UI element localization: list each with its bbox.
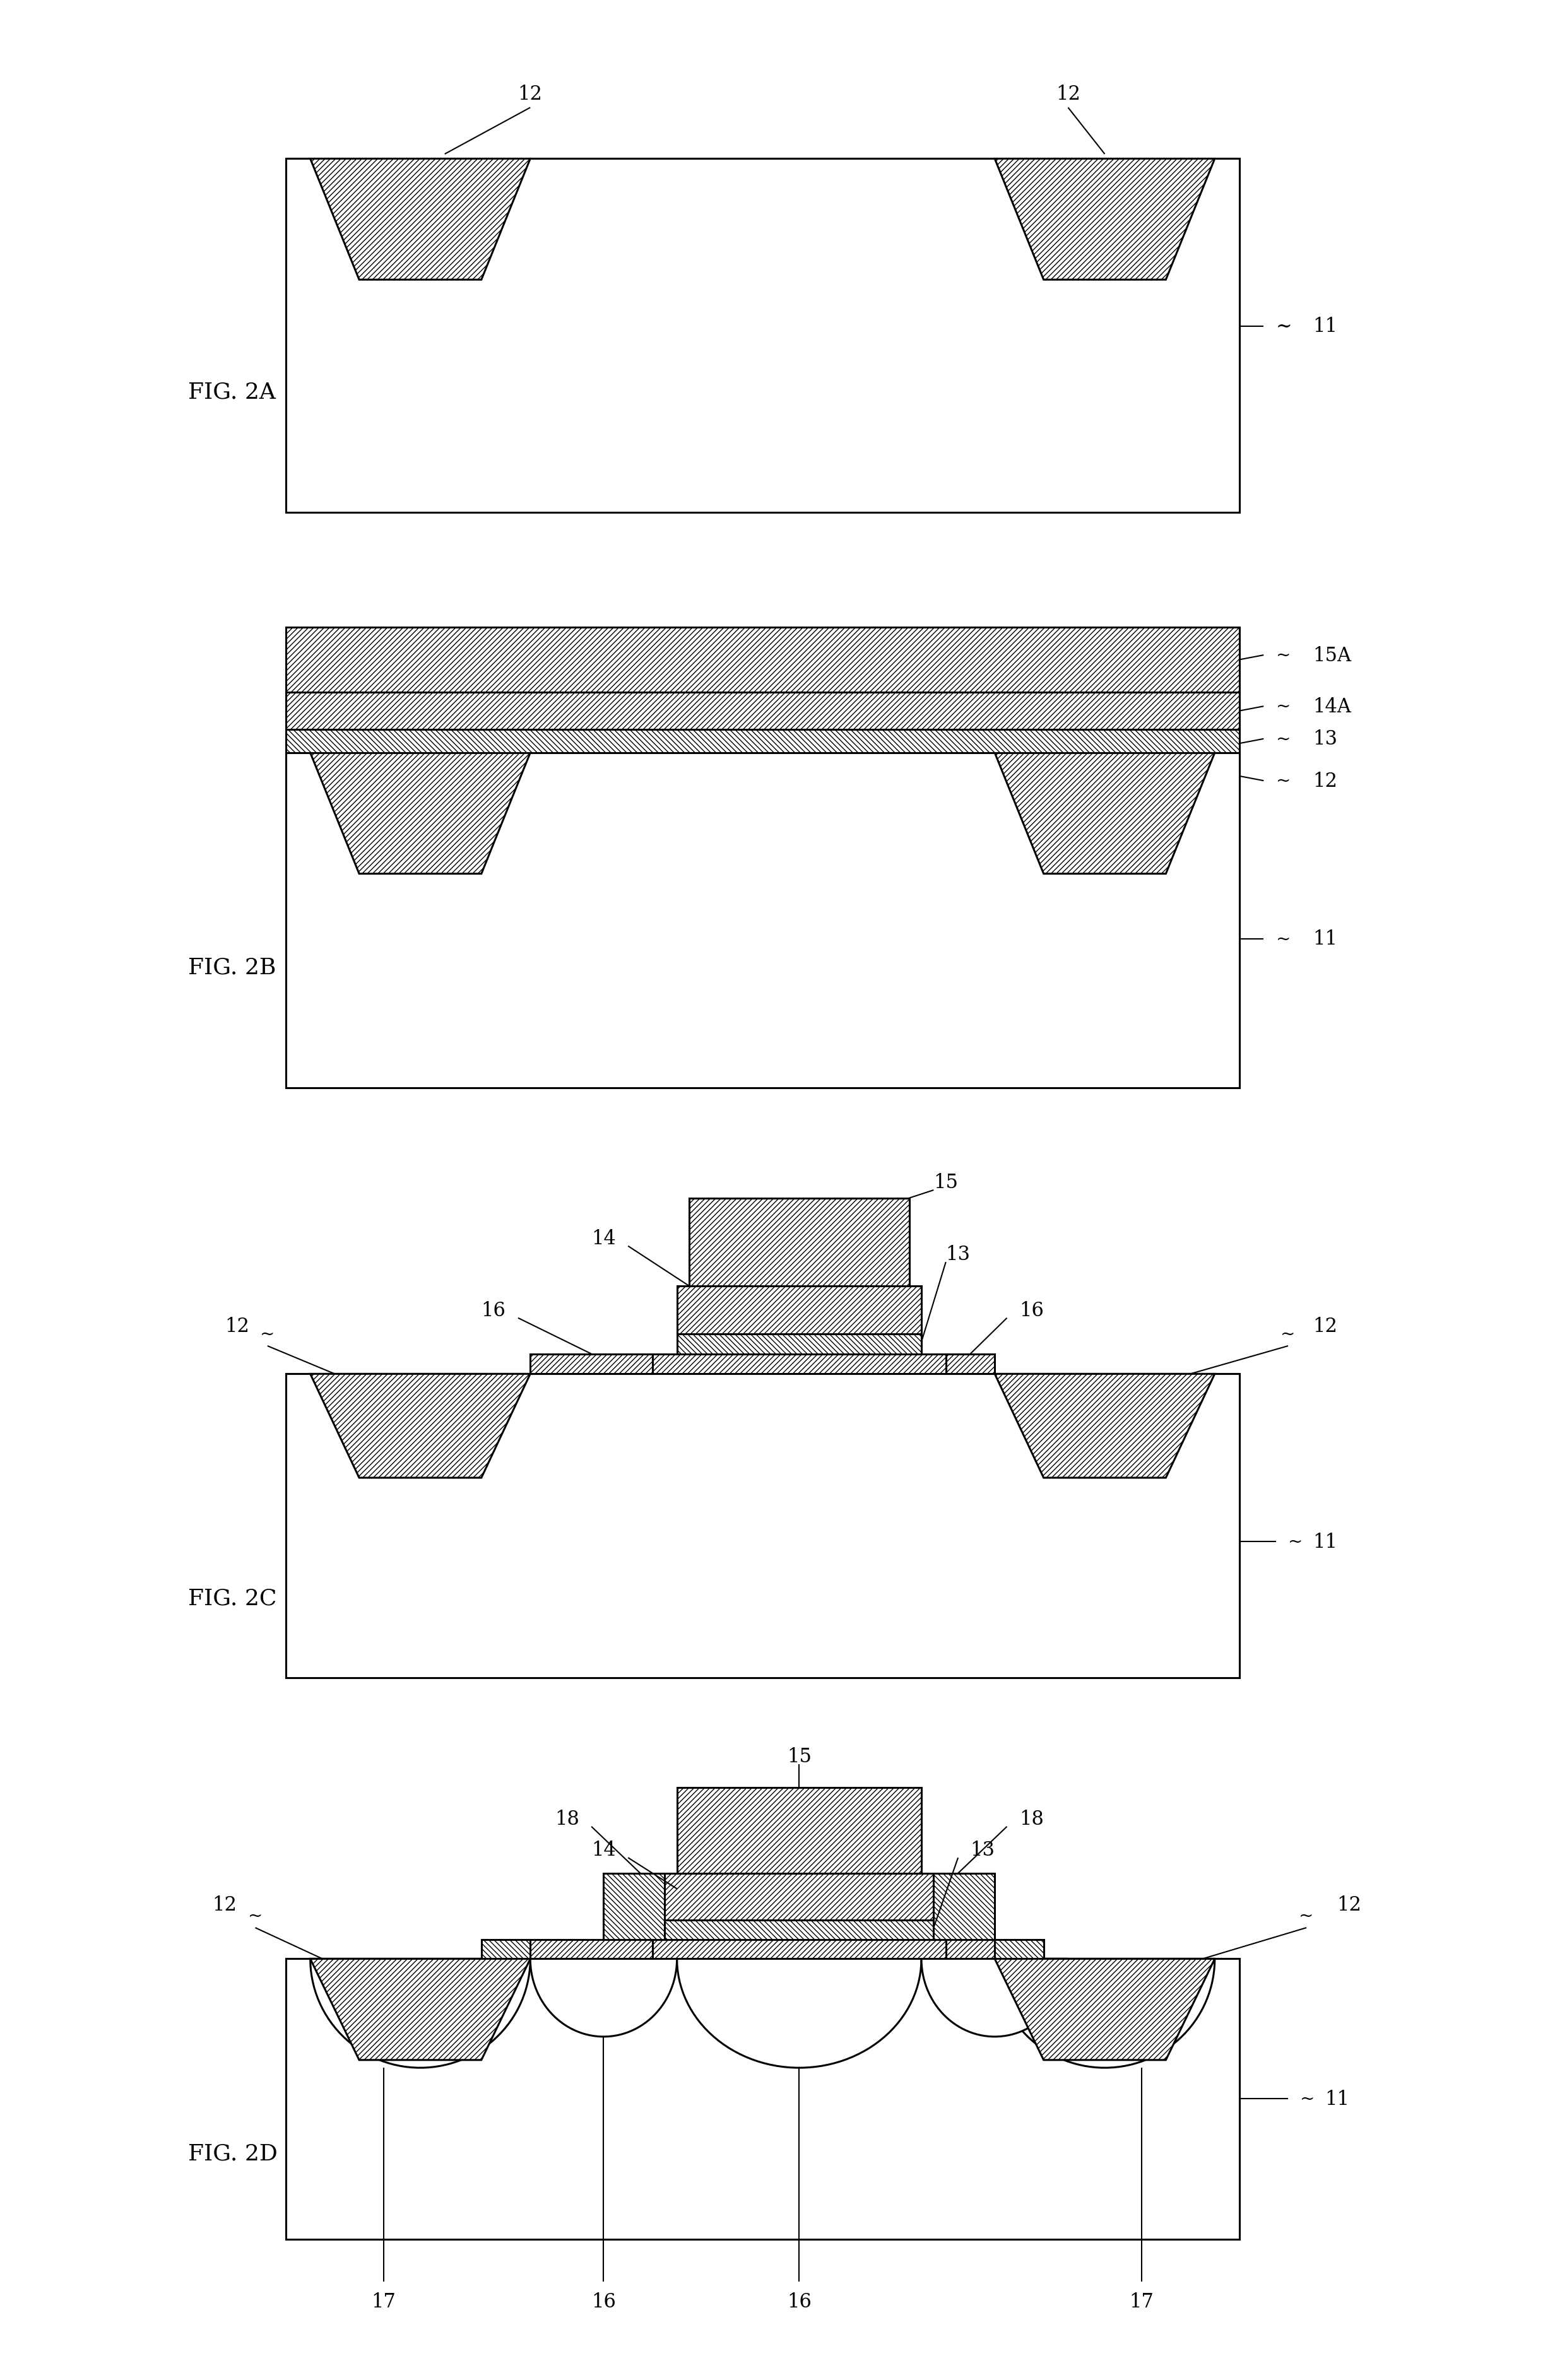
Text: 12: 12 bbox=[224, 1316, 249, 1335]
Text: ~: ~ bbox=[1280, 1326, 1296, 1342]
Text: 12: 12 bbox=[1056, 83, 1080, 105]
Polygon shape bbox=[995, 1959, 1214, 2068]
Text: ~: ~ bbox=[1276, 317, 1291, 336]
Bar bbox=[285, 628, 1239, 693]
Text: 14: 14 bbox=[591, 1840, 616, 1859]
Polygon shape bbox=[995, 752, 1214, 873]
Text: 15: 15 bbox=[934, 1173, 959, 1192]
Polygon shape bbox=[995, 1959, 1214, 2061]
Text: 15A: 15A bbox=[1313, 645, 1351, 666]
Polygon shape bbox=[995, 1940, 1044, 1959]
Text: ~: ~ bbox=[1276, 697, 1291, 714]
Text: 16: 16 bbox=[1019, 1299, 1044, 1321]
Bar bbox=[285, 159, 1239, 512]
Bar bbox=[285, 752, 1239, 1088]
Text: ~: ~ bbox=[260, 1326, 274, 1342]
Polygon shape bbox=[946, 1940, 995, 1959]
Polygon shape bbox=[677, 1285, 921, 1335]
Polygon shape bbox=[310, 1959, 530, 2061]
Text: 12: 12 bbox=[519, 83, 542, 105]
Text: 11: 11 bbox=[1324, 2090, 1349, 2109]
Bar bbox=[285, 731, 1239, 752]
Polygon shape bbox=[310, 1959, 530, 2068]
Polygon shape bbox=[677, 1959, 921, 2068]
Text: 18: 18 bbox=[1019, 1809, 1044, 1828]
Text: 16: 16 bbox=[481, 1299, 506, 1321]
Text: ~: ~ bbox=[1276, 731, 1291, 747]
Polygon shape bbox=[921, 1959, 1069, 2037]
Text: 18: 18 bbox=[555, 1809, 580, 1828]
Polygon shape bbox=[995, 159, 1214, 281]
Polygon shape bbox=[664, 1873, 934, 1921]
Text: ~: ~ bbox=[1301, 2090, 1315, 2109]
Text: 13: 13 bbox=[1313, 728, 1337, 750]
Text: 14A: 14A bbox=[1313, 697, 1351, 716]
Text: 12: 12 bbox=[1313, 1316, 1337, 1335]
Text: 12: 12 bbox=[1337, 1894, 1362, 1914]
Polygon shape bbox=[689, 1200, 909, 1285]
Text: 16: 16 bbox=[787, 2292, 812, 2311]
Polygon shape bbox=[481, 1940, 530, 1959]
Polygon shape bbox=[603, 1873, 664, 1940]
Text: 12: 12 bbox=[212, 1894, 237, 1914]
Text: 11: 11 bbox=[1313, 317, 1337, 336]
Bar bbox=[285, 1373, 1239, 1678]
Polygon shape bbox=[310, 1373, 530, 1478]
Text: 16: 16 bbox=[591, 2292, 616, 2311]
Polygon shape bbox=[677, 1335, 921, 1354]
Polygon shape bbox=[664, 1921, 934, 1940]
Text: ~: ~ bbox=[1276, 774, 1291, 790]
Text: FIG. 2D: FIG. 2D bbox=[188, 2142, 277, 2163]
Polygon shape bbox=[530, 1940, 652, 1959]
Polygon shape bbox=[934, 1873, 995, 1940]
Text: 17: 17 bbox=[371, 2292, 396, 2311]
Text: ~: ~ bbox=[1288, 1533, 1302, 1549]
Text: FIG. 2B: FIG. 2B bbox=[188, 957, 276, 978]
Text: FIG. 2C: FIG. 2C bbox=[188, 1587, 277, 1609]
Polygon shape bbox=[677, 1787, 921, 1873]
Text: ~: ~ bbox=[1276, 647, 1291, 664]
Text: 17: 17 bbox=[1130, 2292, 1153, 2311]
Bar bbox=[285, 1959, 1239, 2240]
Polygon shape bbox=[310, 159, 530, 281]
Text: 11: 11 bbox=[1313, 1533, 1337, 1552]
Bar bbox=[285, 693, 1239, 731]
Text: ~: ~ bbox=[248, 1909, 263, 1925]
Text: 13: 13 bbox=[946, 1245, 970, 1264]
Polygon shape bbox=[946, 1354, 995, 1373]
Text: 14: 14 bbox=[591, 1228, 616, 1247]
Polygon shape bbox=[995, 1373, 1214, 1478]
Text: 13: 13 bbox=[970, 1840, 995, 1859]
Text: 12: 12 bbox=[1313, 771, 1337, 790]
Polygon shape bbox=[530, 1354, 652, 1373]
Polygon shape bbox=[310, 752, 530, 873]
Text: ~: ~ bbox=[1276, 931, 1291, 947]
Text: FIG. 2A: FIG. 2A bbox=[188, 381, 276, 402]
Polygon shape bbox=[652, 1940, 946, 1959]
Polygon shape bbox=[652, 1354, 946, 1373]
Text: ~: ~ bbox=[1299, 1909, 1313, 1925]
Polygon shape bbox=[530, 1959, 677, 2037]
Text: 11: 11 bbox=[1313, 931, 1337, 950]
Text: 15: 15 bbox=[787, 1747, 812, 1766]
